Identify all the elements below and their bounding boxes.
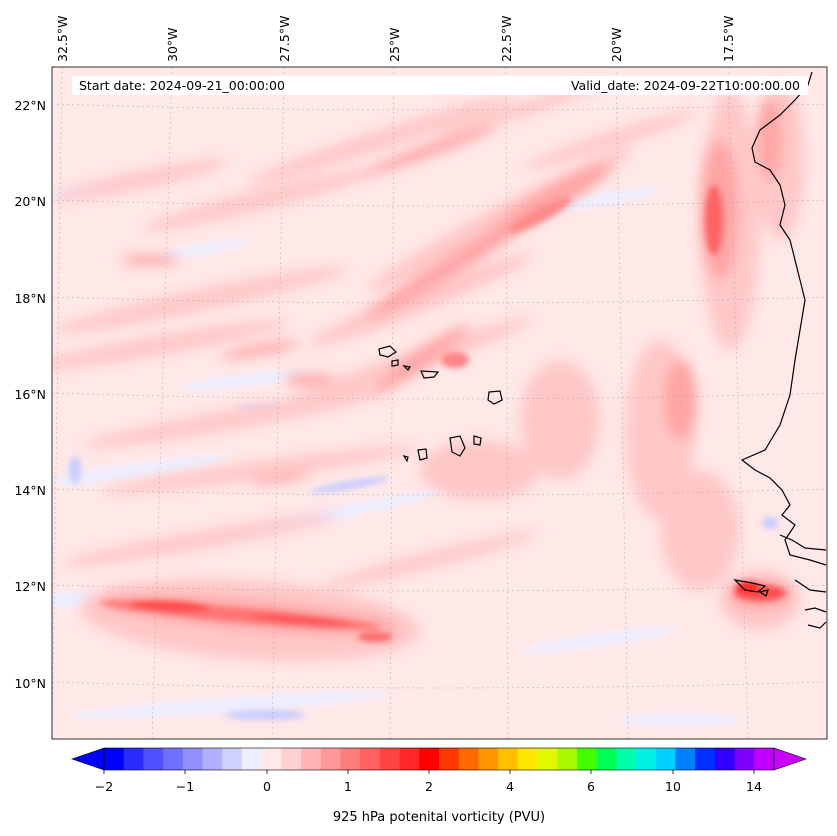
cape-verde-island [402, 365, 412, 371]
lon-label: 27.5°W [277, 16, 292, 62]
colorbar-cell [596, 748, 617, 770]
colorbar-cell [498, 748, 519, 770]
lat-label: 12°N [14, 579, 46, 594]
colorbar: −2 −1 0 1 2 4 6 10 14 925 hPa potenital … [71, 747, 807, 825]
colorbar-cell [123, 748, 144, 770]
cape-verde-island [391, 359, 399, 367]
graticule [52, 67, 827, 739]
colorbar-cell [636, 748, 657, 770]
islands [378, 345, 769, 597]
lon-label: 32.5°W [55, 16, 70, 62]
colorbar-cell [576, 748, 598, 770]
colorbar-cell [320, 748, 341, 770]
colorbar-tick-label: 14 [746, 779, 762, 794]
colorbar-cell [695, 748, 716, 770]
colorbar-ticks [103, 770, 755, 774]
lon-label: 22.5°W [499, 16, 514, 62]
colorbar-cell [734, 748, 755, 770]
lon-label: 25°W [387, 27, 402, 62]
colorbar-cell [202, 748, 223, 770]
lat-label: 10°N [14, 676, 46, 691]
latitude-labels: 22°N 20°N 18°N 16°N 14°N 12°N 10°N [14, 98, 46, 691]
colorbar-cell [379, 748, 400, 770]
colorbar-cell [163, 748, 184, 770]
colorbar-cell [655, 748, 676, 770]
colorbar-tick-label: −1 [176, 779, 194, 794]
colorbar-under-arrow [71, 747, 105, 771]
bissagos-island [733, 579, 767, 593]
colorbar-cell [399, 748, 420, 770]
cape-verde-island [402, 455, 409, 463]
cape-verde-island [487, 390, 503, 405]
lat-label: 22°N [14, 98, 46, 113]
colorbar-tick-label: −2 [95, 779, 113, 794]
colorbar-tick-label: 1 [344, 779, 352, 794]
colorbar-tick-label: 6 [587, 779, 595, 794]
bissagos-island [758, 589, 769, 597]
colorbar-cell [557, 748, 578, 770]
lat-label: 18°N [14, 291, 46, 306]
colorbar-cell [360, 748, 381, 770]
pv-cores-strong [100, 185, 786, 642]
colorbar-cell [714, 748, 735, 770]
lon-label: 20°W [609, 27, 624, 62]
colorbar-tick-label: 2 [425, 779, 433, 794]
lon-label: 17.5°W [721, 16, 736, 62]
lat-label: 16°N [14, 387, 46, 402]
colorbar-cell [419, 748, 440, 770]
colorbar-cell [439, 748, 460, 770]
colorbar-cell [458, 748, 479, 770]
cape-verde-island [417, 448, 428, 461]
colorbar-cell [261, 748, 282, 770]
colorbar-tick-label: 10 [665, 779, 681, 794]
colorbar-title: 925 hPa potenital vorticity (PVU) [333, 810, 545, 825]
colorbar-cell [537, 748, 558, 770]
colorbar-cells [104, 748, 775, 770]
start-date-label: Start date: 2024-09-21_00:00:00 [79, 78, 285, 93]
colorbar-cell [754, 748, 775, 770]
colorbar-cell [182, 748, 203, 770]
colorbar-cell [222, 748, 243, 770]
colorbar-cell [241, 748, 263, 770]
africa-coastline [740, 71, 827, 566]
lon-label: 30°W [165, 27, 180, 62]
lat-label: 14°N [14, 483, 46, 498]
colorbar-frame [103, 747, 775, 771]
cape-verde-island [378, 345, 397, 358]
colorbar-tick-label: 0 [263, 779, 271, 794]
colorbar-cell [675, 748, 696, 770]
valid-date-label: Valid_date: 2024-09-22T10:00:00.00 [571, 78, 800, 93]
cape-verde-island [473, 435, 482, 446]
colorbar-over-arrow [773, 747, 807, 771]
coastline [740, 71, 827, 629]
colorbar-tick-labels: −2 −1 0 1 2 4 6 10 14 [95, 779, 762, 794]
date-header-box [72, 76, 808, 95]
map-frame [51, 66, 828, 740]
map-panel: Start date: 2024-09-21_00:00:00 Valid_da… [52, 67, 827, 739]
colorbar-tick-label: 4 [506, 779, 514, 794]
colorbar-cell [143, 748, 164, 770]
colorbar-cell [517, 748, 538, 770]
longitude-labels: 32.5°W 30°W 27.5°W 25°W 22.5°W 20°W 17.5… [55, 16, 736, 62]
colorbar-cell [301, 748, 322, 770]
colorbar-cell [340, 748, 361, 770]
lat-label: 20°N [14, 194, 46, 209]
colorbar-cell [616, 748, 637, 770]
colorbar-cell [478, 748, 499, 770]
cape-verde-island [420, 370, 440, 379]
colorbar-cell [104, 748, 125, 770]
colorbar-cell [281, 748, 302, 770]
cape-verde-island [449, 435, 466, 457]
